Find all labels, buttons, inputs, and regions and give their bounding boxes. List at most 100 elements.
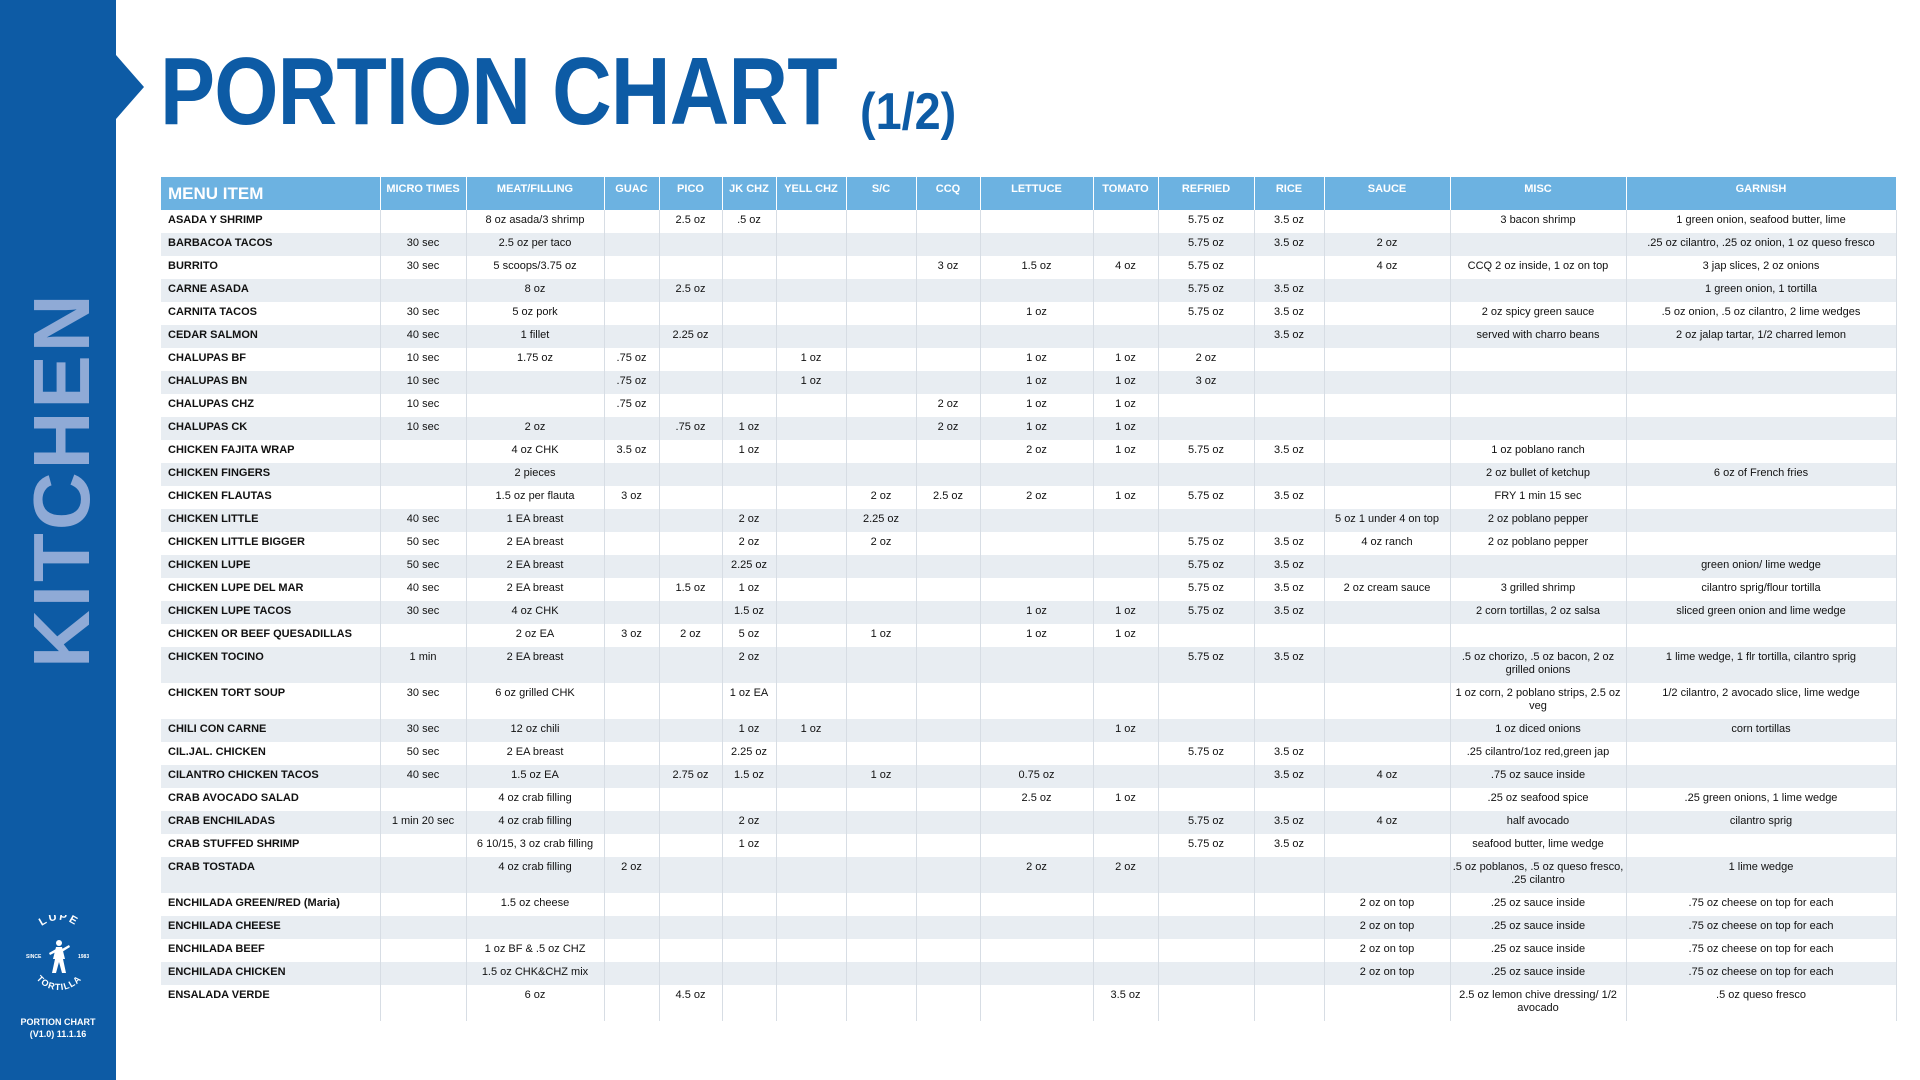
menu-item-cell: CHALUPAS BF [161,348,381,371]
menu-item-cell: ENCHILADA CHEESE [161,916,381,939]
table-cell [1093,962,1159,985]
table-cell: 5.75 oz [1158,601,1255,624]
table-cell: 2.5 oz per taco [466,233,605,256]
table-cell: 5.75 oz [1158,279,1255,302]
table-cell [722,857,777,893]
table-cell: 1 oz [1093,788,1159,811]
table-cell: 2 oz [722,647,777,683]
table-cell: 3 oz [604,486,660,509]
table-cell [1093,939,1159,962]
table-cell: 30 sec [380,601,467,624]
table-cell [1324,742,1451,765]
table-cell [1450,371,1627,394]
table-cell [380,788,467,811]
table-cell [1324,486,1451,509]
table-cell [604,962,660,985]
table-cell: 50 sec [380,532,467,555]
table-cell [980,811,1094,834]
table-cell [846,233,917,256]
table-cell [980,210,1094,233]
table-cell [980,985,1094,1021]
table-cell: 1 oz [776,371,847,394]
table-cell: 5.75 oz [1158,486,1255,509]
table-cell: 40 sec [380,765,467,788]
table-cell: 3.5 oz [1254,834,1325,857]
table-cell [604,985,660,1021]
table-cell: 3.5 oz [1254,302,1325,325]
table-cell: 5.75 oz [1158,742,1255,765]
table-cell [916,742,981,765]
table-cell [1158,509,1255,532]
table-cell [846,719,917,742]
table-cell: .25 oz sauce inside [1450,939,1627,962]
table-cell: 4 oz crab filling [466,857,605,893]
table-cell [916,985,981,1021]
table-row: CRAB TOSTADA 4 oz crab filling 2 oz 2 oz 2 o… [161,857,1897,893]
table-cell [659,857,723,893]
menu-item-cell: CHALUPAS BN [161,371,381,394]
table-cell [916,647,981,683]
table-cell [1158,463,1255,486]
table-row: CHALUPAS CHZ 10 sec .75 oz 2 oz 1 oz 1 oz [161,394,1897,417]
table-cell: 1 oz [846,624,917,647]
table-cell: 2.5 oz [659,279,723,302]
table-cell [380,857,467,893]
table-cell: 1 lime wedge, 1 flr tortilla, cilantro s… [1626,647,1897,683]
table-cell [846,256,917,279]
table-cell [846,893,917,916]
table-cell [380,279,467,302]
table-cell [1158,985,1255,1021]
table-cell [659,834,723,857]
table-cell [846,371,917,394]
table-cell [916,509,981,532]
table-cell: 2.75 oz [659,765,723,788]
table-cell: .5 oz chorizo, .5 oz bacon, 2 oz grilled… [1450,647,1627,683]
table-cell [776,486,847,509]
table-cell [1158,394,1255,417]
table-cell: 2 oz [1158,348,1255,371]
table-cell: 2 EA breast [466,578,605,601]
table-cell [466,916,605,939]
table-cell: 1.5 oz EA [466,765,605,788]
menu-item-cell: CHALUPAS CK [161,417,381,440]
table-cell: 8 oz asada/3 shrimp [466,210,605,233]
table-cell [604,233,660,256]
table-cell [776,962,847,985]
kitchen-label: KITCHEN [17,291,106,668]
table-cell [776,463,847,486]
table-cell [380,210,467,233]
table-cell [846,279,917,302]
table-cell: 1 oz BF & .5 oz CHZ [466,939,605,962]
logo-since-text: SINCE [26,954,42,960]
table-cell: .5 oz onion, .5 oz cilantro, 2 lime wedg… [1626,302,1897,325]
table-cell: .75 oz sauce inside [1450,765,1627,788]
table-cell [776,857,847,893]
table-cell: 3.5 oz [1254,601,1325,624]
table-cell [1093,325,1159,348]
table-cell: 3 bacon shrimp [1450,210,1627,233]
table-cell: 4 oz CHK [466,601,605,624]
column-header: MICRO TIMES [380,177,467,210]
table-cell [916,939,981,962]
table-cell [1450,624,1627,647]
table-cell [659,719,723,742]
table-cell: 1 oz [980,417,1094,440]
menu-item-cell: CRAB STUFFED SHRIMP [161,834,381,857]
table-cell [1093,210,1159,233]
table-cell [1254,509,1325,532]
table-cell [916,834,981,857]
portion-table: MENU ITEM MICRO TIMES MEAT/FILLING GUAC PICO… [161,177,1897,1021]
table-cell: 2 oz spicy green sauce [1450,302,1627,325]
portion-table-container: MENU ITEM MICRO TIMES MEAT/FILLING GUAC PICO… [161,177,1897,1021]
table-cell: 30 sec [380,683,467,719]
column-header: TOMATO [1093,177,1159,210]
table-cell: 4 oz [1093,256,1159,279]
table-cell [1254,719,1325,742]
table-cell: 1 oz [776,719,847,742]
column-header: LETTUCE [980,177,1094,210]
table-cell [722,916,777,939]
table-cell: 8 oz [466,279,605,302]
table-cell: 1.5 oz per flauta [466,486,605,509]
menu-item-cell: ENCHILADA GREEN/RED (Maria) [161,893,381,916]
table-cell: 30 sec [380,233,467,256]
